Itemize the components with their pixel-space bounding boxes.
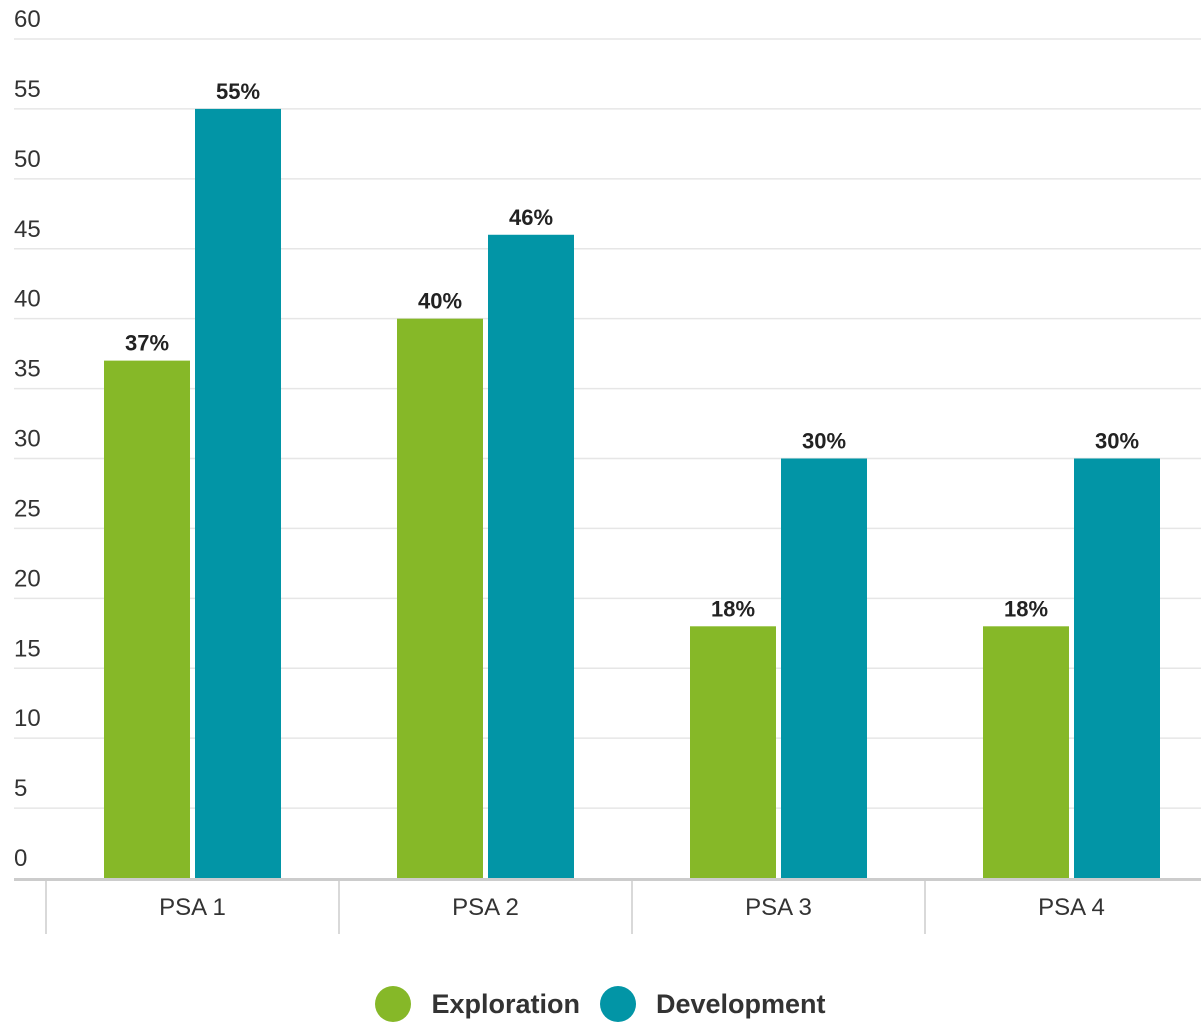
- bar-development-1[interactable]: [195, 108, 281, 878]
- legend-label-development: Development: [655, 988, 826, 1019]
- bar-exploration-2[interactable]: [397, 318, 483, 879]
- x-tick-label: PSA 1: [159, 894, 226, 921]
- y-tick-label: 15: [14, 635, 41, 662]
- x-tick-label: PSA 2: [452, 894, 519, 921]
- y-tick-label: 35: [14, 356, 41, 383]
- y-tick-label: 50: [14, 146, 41, 173]
- data-label: 30%: [802, 429, 846, 454]
- y-axis-ticks: 0 5 10 15 20 25 30 35 40 45 50 55 60: [14, 6, 41, 872]
- bar-development-4[interactable]: [1074, 458, 1160, 879]
- x-tick-label: PSA 3: [745, 894, 812, 921]
- data-label: 55%: [216, 79, 260, 104]
- y-tick-label: 5: [14, 775, 27, 802]
- x-axis: PSA 1 PSA 2 PSA 3 PSA 4: [14, 878, 1201, 934]
- data-label: 18%: [1004, 596, 1048, 621]
- x-tick-label: PSA 4: [1038, 894, 1105, 921]
- y-tick-label: 40: [14, 286, 41, 313]
- y-tick-label: 0: [14, 845, 27, 872]
- legend-item-development[interactable]: Development: [599, 986, 826, 1022]
- bar-chart: 0 5 10 15 20 25 30 35 40 45 50 55 60 37% 55% 40% 46% 18%…: [14, 6, 1201, 934]
- y-tick-label: 45: [14, 216, 41, 243]
- y-tick-label: 25: [14, 495, 41, 522]
- legend-label-exploration: Exploration: [431, 988, 580, 1019]
- bar-development-2[interactable]: [488, 234, 574, 878]
- data-label: 46%: [509, 205, 553, 230]
- bar-exploration-3[interactable]: [690, 626, 776, 878]
- data-label: 18%: [711, 596, 755, 621]
- legend-swatch-exploration: [375, 986, 412, 1022]
- bar-development-3[interactable]: [781, 458, 867, 879]
- y-tick-label: 20: [14, 565, 41, 592]
- bars: [104, 108, 1160, 879]
- y-tick-label: 55: [14, 76, 41, 103]
- legend-swatch-development: [599, 986, 636, 1022]
- bar-exploration-1[interactable]: [104, 360, 190, 878]
- legend-item-exploration[interactable]: Exploration: [375, 986, 580, 1022]
- data-label: 37%: [125, 331, 169, 356]
- y-tick-label: 30: [14, 426, 41, 453]
- y-tick-label: 60: [14, 6, 41, 33]
- data-label: 30%: [1095, 429, 1139, 454]
- bar-exploration-4[interactable]: [983, 626, 1069, 878]
- y-tick-label: 10: [14, 705, 41, 732]
- data-label: 40%: [418, 289, 462, 314]
- legend: Exploration Development: [0, 986, 1201, 1022]
- data-labels: 37% 55% 40% 46% 18% 30% 18% 30%: [125, 79, 1139, 621]
